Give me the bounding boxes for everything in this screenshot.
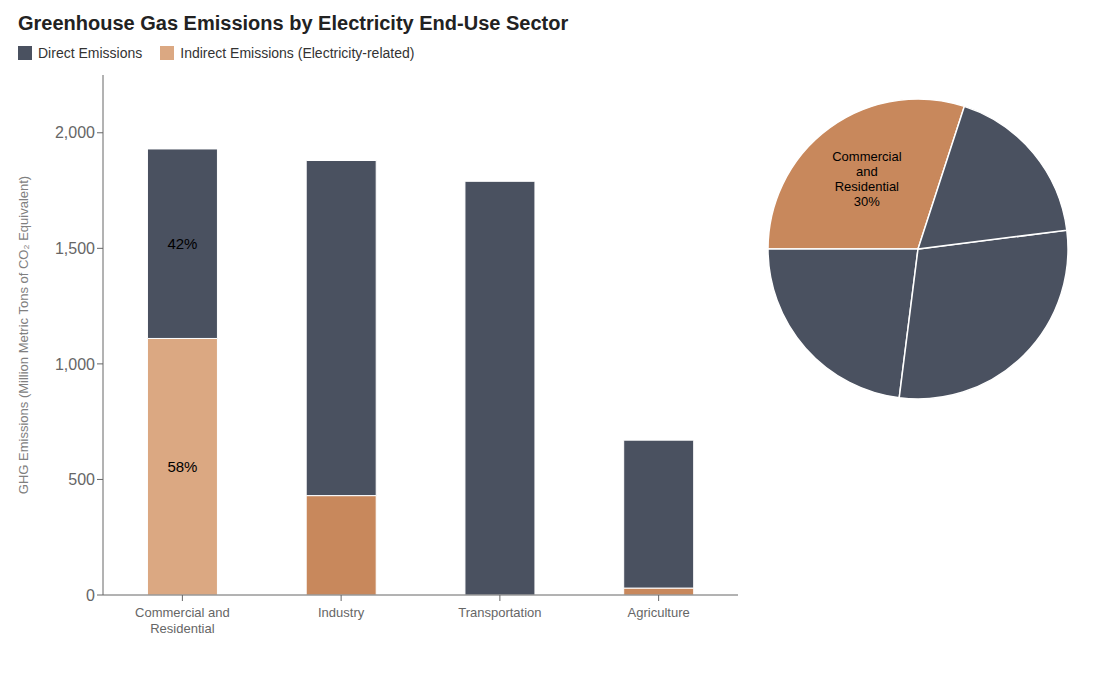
svg-text:2,000: 2,000 bbox=[55, 124, 95, 141]
html-text:Direct Emissions: Direct Emissions bbox=[38, 45, 143, 61]
svg-text:58%: 58% bbox=[167, 458, 197, 475]
html-text:Indirect Emissions (Electricit: Indirect Emissions (Electricity-related) bbox=[180, 45, 415, 61]
svg-text:500: 500 bbox=[68, 471, 95, 488]
svg-text:GHG Emissions (Million Metric: GHG Emissions (Million Metric Tons of CO… bbox=[16, 176, 31, 494]
svg-text:Industry: Industry bbox=[318, 605, 365, 620]
svg-text:Transportation: Transportation bbox=[458, 605, 541, 620]
svg-text:Agriculture: Agriculture bbox=[628, 605, 690, 620]
svg-text:CommercialandResidential30%: CommercialandResidential30% bbox=[832, 149, 901, 209]
svg-text:1,000: 1,000 bbox=[55, 356, 95, 373]
svg-text:1,500: 1,500 bbox=[55, 240, 95, 257]
html-text:Greenhouse Gas Emissions by El: Greenhouse Gas Emissions by Electricity … bbox=[18, 12, 569, 34]
svg-text:0: 0 bbox=[86, 587, 95, 604]
svg-text:Commercial andResidential: Commercial andResidential bbox=[135, 605, 230, 636]
svg-text:42%: 42% bbox=[167, 235, 197, 252]
